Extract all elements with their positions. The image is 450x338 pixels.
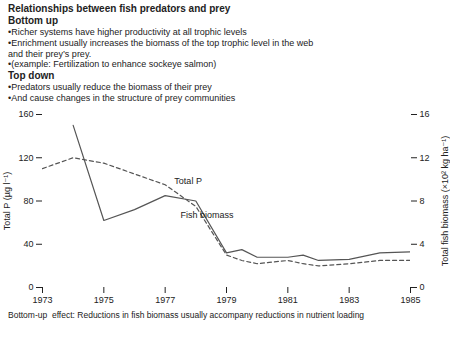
- svg-text:1983: 1983: [339, 295, 359, 305]
- svg-text:16: 16: [420, 109, 430, 119]
- svg-text:1977: 1977: [155, 295, 175, 305]
- svg-text:80: 80: [23, 196, 33, 206]
- svg-text:4: 4: [420, 239, 425, 249]
- html-text:Relationships between fish pre: Relationships between fish predators and…: [8, 3, 231, 14]
- svg-text:Total fish biomass (×10² kg ha: Total fish biomass (×10² kg ha⁻¹): [440, 136, 450, 267]
- svg-text:Fish biomass: Fish biomass: [181, 210, 235, 220]
- svg-text:40: 40: [23, 239, 33, 249]
- svg-text:8: 8: [420, 196, 425, 206]
- svg-text:Total P: Total P: [174, 175, 202, 185]
- svg-text:1981: 1981: [278, 295, 298, 305]
- html-text:Bottom up: Bottom up: [8, 15, 58, 26]
- html-text:•Enrichment usually increases: •Enrichment usually increases the biomas…: [8, 37, 314, 59]
- svg-text:12: 12: [420, 152, 430, 162]
- svg-text:160: 160: [18, 109, 33, 119]
- html-text:•(example: Fertilization to en: •(example: Fertilization to enhance sock…: [8, 59, 217, 70]
- svg-text:120: 120: [18, 152, 33, 162]
- svg-text:0: 0: [28, 282, 33, 292]
- svg-text:0: 0: [420, 282, 425, 292]
- html-text:•Predators usually reduce the: •Predators usually reduce the biomass of…: [8, 82, 212, 93]
- svg-text:1979: 1979: [216, 295, 236, 305]
- html-text:•And cause changes in the stru: •And cause changes in the structure of p…: [8, 93, 236, 103]
- html-text:Top down: Top down: [8, 70, 55, 82]
- svg-text:Total P (µg l⁻¹): Total P (µg l⁻¹): [2, 172, 12, 230]
- svg-text:1975: 1975: [94, 295, 114, 305]
- html-text:Bottom-up effect: Reductions i: Bottom-up effect: Reductions in fish bio…: [8, 309, 365, 320]
- svg-text:1985: 1985: [400, 295, 420, 305]
- html-text:•Richer systems have higher pr: •Richer systems have higher productivity…: [8, 27, 247, 37]
- svg-text:1973: 1973: [32, 295, 52, 305]
